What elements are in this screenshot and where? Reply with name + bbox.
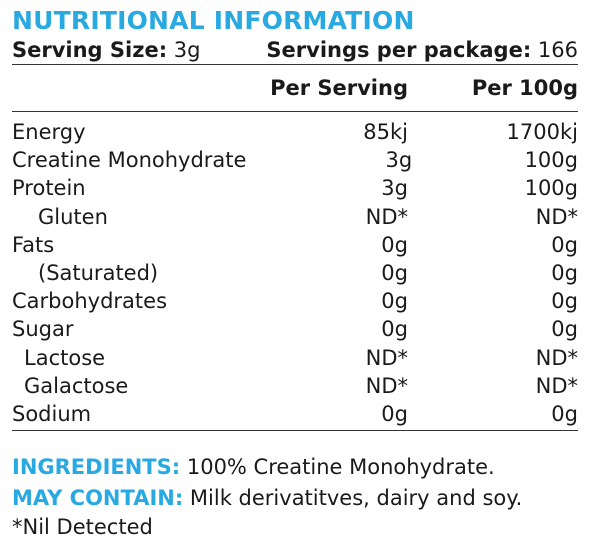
per-100g-value: 0g [551,232,578,257]
may-contain-line: MAY CONTAIN: Milk derivatitves, dairy an… [12,483,588,514]
per-100g-value: 0g [551,289,578,314]
per-100g-value: ND* [535,204,578,229]
table-row: Galactose ND* ND* [12,372,578,400]
column-header-per-100g: Per 100g [471,76,578,100]
nutrient-name: Fats [12,232,55,257]
per-serving-value: ND* [365,373,408,398]
table-row: Protein 3g 100g [12,174,578,202]
serving-info: Serving Size: 3g Servings per package: 1… [12,36,578,64]
serving-size: Serving Size: 3g [12,36,200,64]
per-100g-value: ND* [535,345,578,370]
nutrient-name: Lactose [24,345,106,370]
panel-title: NUTRITIONAL INFORMATION [12,6,415,35]
table-row: Energy 85kj 1700kj [12,118,578,146]
serving-size-label: Serving Size: [12,38,168,62]
per-100g-value: 100g [524,148,578,173]
may-contain-label: MAY CONTAIN: [12,486,184,510]
footnote: *Nil Detected [12,515,153,539]
column-header-per-serving: Per Serving [270,76,408,100]
table-row: Lactose ND* ND* [12,344,578,372]
nutrient-name: Galactose [24,373,129,398]
per-serving-value: ND* [365,345,408,370]
nutrient-name: (Saturated) [38,260,159,285]
may-contain-text: Milk derivatitves, dairy and soy. [189,486,523,510]
per-100g-value: 1700kj [506,120,578,144]
per-100g-value: 100g [524,176,578,201]
servings-per-package: Servings per package: 166 [266,36,578,64]
per-serving-value: 0g [381,260,408,285]
per-serving-value: 0g [381,317,408,342]
servings-per-package-value: 166 [537,38,578,62]
serving-size-value: 3g [173,38,201,62]
nutrition-panel: NUTRITIONAL INFORMATION Serving Size: 3g… [12,6,578,432]
table-row: Fats 0g 0g [12,231,578,259]
per-serving-value: 0g [381,232,408,257]
nutrient-name: Sodium [12,401,92,426]
per-100g-value: 0g [551,317,578,342]
table-row: Gluten ND* ND* [12,203,578,231]
table-row: Carbohydrates 0g 0g [12,287,578,315]
nutrient-name: Energy [12,120,86,144]
per-100g-value: 0g [551,260,578,285]
per-serving-value: 3g [385,148,413,173]
per-serving-value: 0g [381,289,408,314]
nutrient-name: Protein [12,176,86,201]
table-row: Sugar 0g 0g [12,315,578,343]
divider-bottom [12,430,578,432]
per-serving-value: 85kj [363,120,408,144]
divider-header [12,111,578,112]
nutrient-table: Energy 85kj 1700kj Creatine Monohydrate … [12,112,578,428]
per-serving-value: 0g [381,401,408,426]
nutrient-name: Sugar [12,317,74,342]
ingredients-line: INGREDIENTS: 100% Creatine Monohydrate. [12,452,588,483]
per-100g-value: 0g [551,401,578,426]
table-row: Sodium 0g 0g [12,400,578,428]
table-row: Creatine Monohydrate 3g 100g [12,146,578,174]
table-row: (Saturated) 0g 0g [12,259,578,287]
panel-footer: INGREDIENTS: 100% Creatine Monohydrate. … [12,452,588,540]
nutrient-name: Gluten [38,204,108,229]
per-100g-value: ND* [535,373,578,398]
per-serving-value: 3g [381,176,408,201]
divider-top [12,64,578,65]
per-serving-value: ND* [365,204,408,229]
ingredients-text: 100% Creatine Monohydrate. [186,455,495,479]
nutrient-name: Creatine Monohydrate [12,148,247,173]
nutrient-name: Carbohydrates [12,289,168,314]
column-headers: Per Serving Per 100g [12,65,578,111]
ingredients-label: INGREDIENTS: [12,455,181,479]
servings-per-package-label: Servings per package: [266,38,532,62]
